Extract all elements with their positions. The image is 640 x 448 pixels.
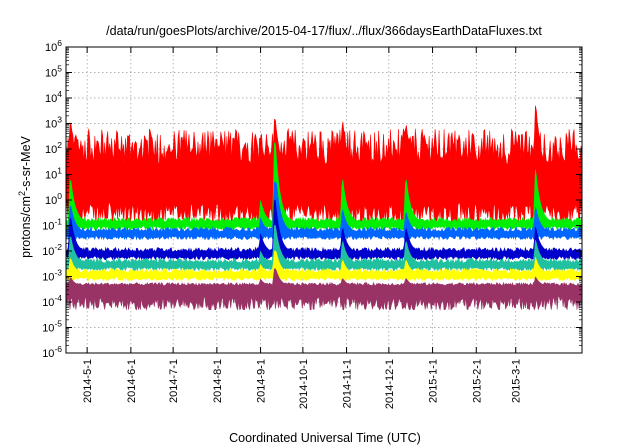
x-tick-label-group: 2014-6-1 [126,359,138,403]
y-tick-label: 106 [45,38,62,54]
y-axis-label-post: -s-sr-MeV [19,135,33,191]
series-layer [65,105,583,311]
ticks [66,46,582,354]
x-tick-label: 2014-6-1 [126,359,138,403]
y-tick-label: 10-3 [42,268,62,284]
x-tick-label: 2014-10-1 [298,359,310,409]
x-tick-label-group: 2014-8-1 [212,359,224,403]
x-tick-label: 2014-11-1 [342,359,354,408]
x-tick-label-group: 2015-2-1 [471,359,483,403]
x-tick-label: 2015-3-1 [511,359,523,403]
y-tick-label: 102 [45,140,62,156]
chart-title: /data/run/goesPlots/archive/2015-04-17/f… [106,24,542,38]
y-tick-label: 10-1 [42,217,62,233]
x-tick-label-group: 2014-12-1 [384,359,396,409]
y-tick-labels: 10-6 10-5 10-4 10-3 10-2 10-1 100 101 102 103 104 1… [42,38,62,360]
x-tick-label-group: 2014-11-1 [342,359,354,408]
y-tick-label: 10-6 [42,344,62,360]
x-tick-label-group: 2015-3-1 [511,359,523,403]
x-tick-label: 2014-9-1 [256,359,268,403]
y-tick-label: 10-2 [42,242,62,258]
y-axis-label: protons/cm2-s-sr-MeV [17,135,33,257]
y-axis-label-sup: 2 [17,191,27,196]
y-tick-label: 103 [45,115,62,131]
x-tick-label: 2014-12-1 [384,359,396,409]
x-tick-label-group: 2015-1-1 [428,359,440,403]
y-axis-label-pre: protons/cm [19,196,33,258]
x-tick-label: 2015-2-1 [471,359,483,403]
x-tick-label-group: 2014-5-1 [82,359,94,403]
x-tick-label: 2014-7-1 [168,359,180,403]
y-tick-label: 101 [45,166,62,182]
x-tick-label: 2014-5-1 [82,359,94,403]
y-tick-label: 105 [45,64,62,80]
x-tick-labels: 2014-5-1 2014-6-1 2014-7-1 2014-8-1 2014-9-1… [82,359,523,409]
y-tick-label: 10-4 [42,293,62,309]
y-tick-label: 10-5 [42,319,62,335]
x-tick-label-group: 2014-7-1 [168,359,180,403]
x-axis-label: Coordinated Universal Time (UTC) [229,431,421,445]
y-tick-label: 104 [45,89,62,105]
x-tick-label-group: 2014-10-1 [298,359,310,409]
x-tick-label-group: 2014-9-1 [256,359,268,403]
x-tick-label: 2015-1-1 [428,359,440,403]
x-tick-label: 2014-8-1 [212,359,224,403]
y-tick-label: 100 [45,191,62,207]
